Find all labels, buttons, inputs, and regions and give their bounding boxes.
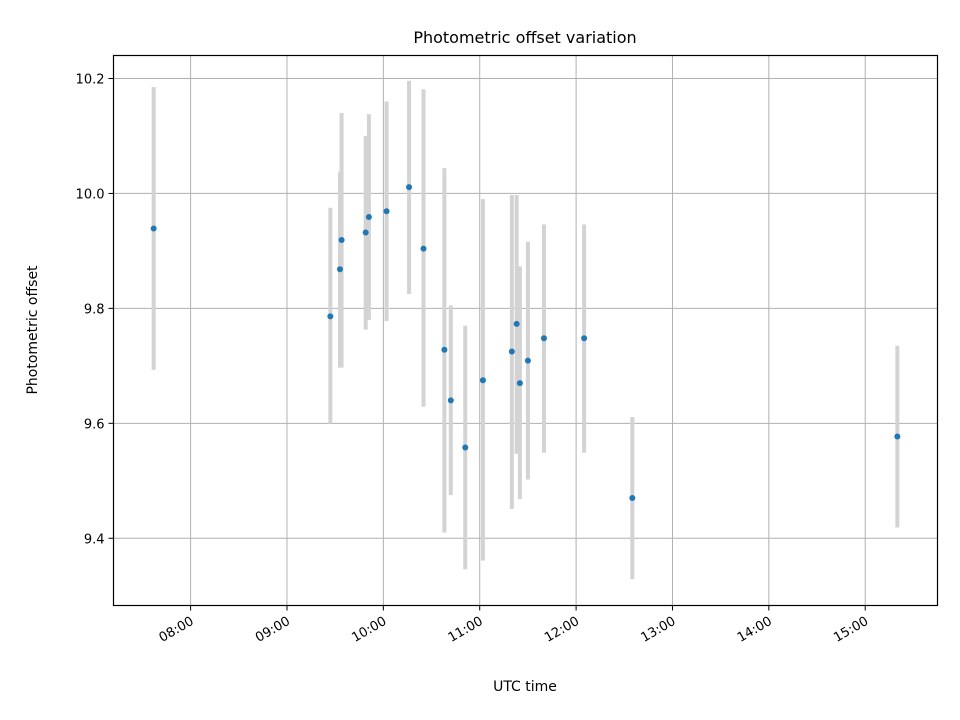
y-tick-label: 10.0 — [76, 187, 105, 202]
data-point — [327, 313, 334, 320]
data-point — [629, 495, 636, 502]
y-axis: 9.4 9.6 9.8 10.0 10.2 — [76, 72, 114, 547]
data-point — [336, 266, 343, 273]
data-point — [516, 380, 523, 387]
data-point — [479, 377, 486, 384]
data-point — [447, 397, 454, 404]
data-point — [383, 208, 390, 215]
data-point — [513, 320, 520, 327]
plot-frame — [112, 54, 939, 607]
data-point — [150, 225, 157, 232]
data-point — [581, 335, 588, 342]
data-point — [508, 348, 515, 355]
grid — [113, 55, 938, 606]
y-tick-label: 9.4 — [84, 532, 105, 547]
y-tick-label: 9.6 — [84, 417, 105, 432]
data-points — [150, 184, 901, 502]
data-point — [338, 236, 345, 243]
data-point — [524, 357, 531, 364]
chart-title: Photometric offset variation — [413, 28, 636, 47]
x-axis-label: UTC time — [493, 679, 557, 695]
y-tick-label: 10.2 — [76, 72, 105, 87]
data-point — [894, 433, 901, 440]
data-point — [462, 444, 469, 451]
data-point — [406, 184, 413, 191]
y-axis-label: Photometric offset — [25, 265, 41, 395]
y-tick-label: 9.8 — [84, 302, 105, 317]
data-point — [441, 346, 448, 353]
data-point — [540, 335, 547, 342]
data-point — [362, 229, 369, 236]
data-point — [365, 213, 372, 220]
data-point — [420, 245, 427, 252]
